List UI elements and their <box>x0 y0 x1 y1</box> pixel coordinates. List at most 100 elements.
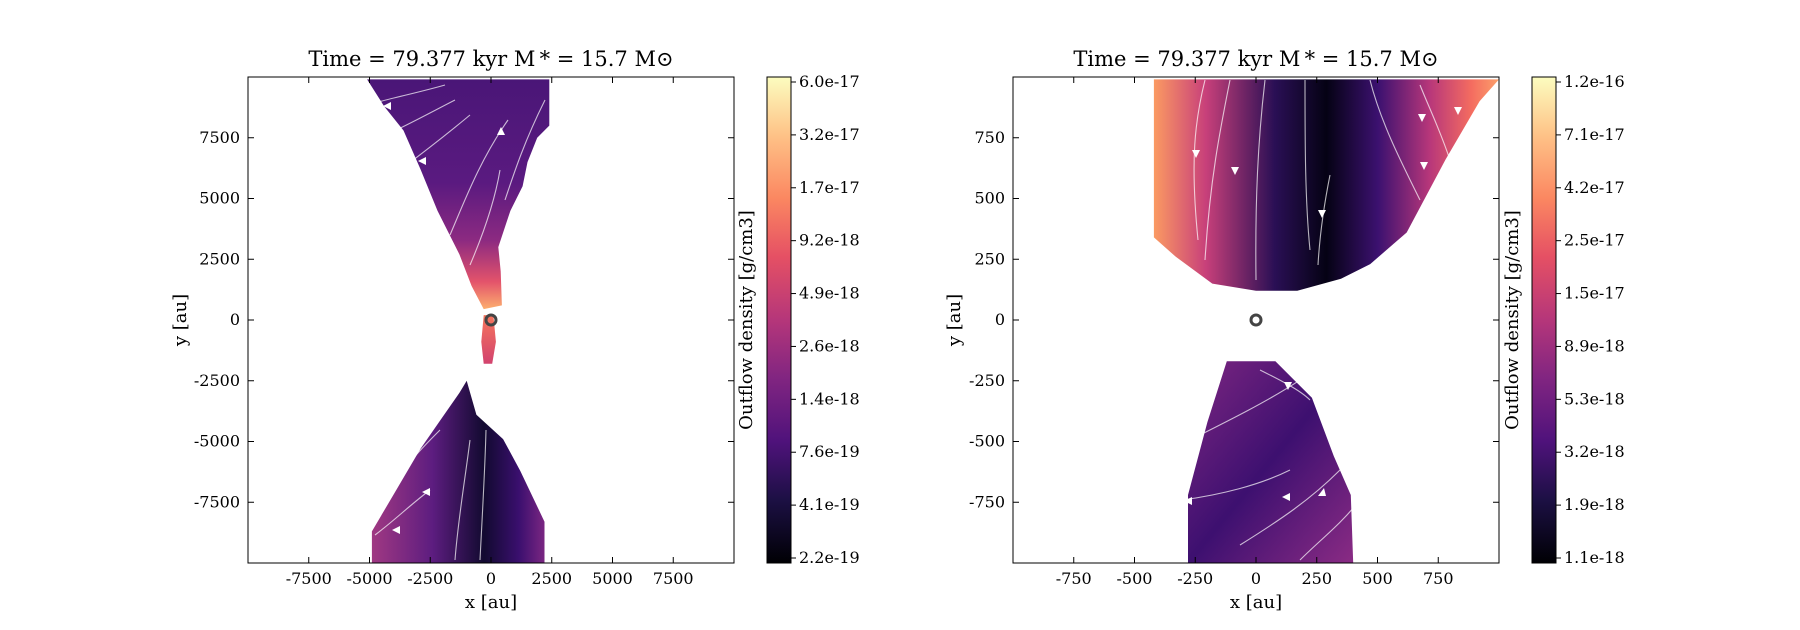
left-x-ticks: -7500 -5000 -2500 0 2500 5000 7500 <box>286 77 694 588</box>
colorbar-tick-label: 4.1e-19 <box>799 495 860 514</box>
left-y-ticks: -7500 -5000 -2500 0 2500 5000 7500 <box>194 128 734 511</box>
arrow-icon <box>1454 107 1462 115</box>
colorbar-tick-label: 3.2e-18 <box>1564 442 1625 461</box>
x-tick-label: 0 <box>1251 569 1261 588</box>
x-tick-label: 7500 <box>653 569 694 588</box>
right-x-axis-label: x [au] <box>1230 592 1282 613</box>
right-panel: Time = 79.377 kyr M * = 15.7 M⊙ <box>944 47 1625 613</box>
x-tick-label: 2500 <box>531 569 572 588</box>
colorbar-tick-label: 2.6e-18 <box>799 336 860 355</box>
x-tick-label: 750 <box>1423 569 1454 588</box>
colorbar-tick-label: 1.2e-16 <box>1564 72 1625 91</box>
streamline <box>1369 79 1421 201</box>
left-colorbar <box>767 77 791 563</box>
streamline <box>1204 79 1231 261</box>
right-y-axis-label: y [au] <box>944 294 965 347</box>
x-tick-label: 250 <box>1301 569 1332 588</box>
left-core-outflow-lobe <box>481 315 496 364</box>
y-tick-label: 2500 <box>199 249 240 268</box>
colorbar-tick-label: 2.5e-17 <box>1564 231 1625 250</box>
x-tick-label: -500 <box>1117 569 1153 588</box>
colorbar-tick-label: 9.2e-18 <box>799 231 860 250</box>
arrow-icon <box>392 526 400 534</box>
streamline <box>1181 469 1291 501</box>
y-tick-label: 250 <box>974 249 1005 268</box>
right-colorbar <box>1532 77 1556 563</box>
streamline <box>399 114 471 171</box>
colorbar-tick-label: 3.2e-17 <box>799 125 860 144</box>
arrow-icon <box>497 127 505 135</box>
arrow-icon <box>422 488 430 496</box>
y-tick-label: 500 <box>974 189 1005 208</box>
colorbar-tick-label: 4.9e-18 <box>799 284 860 303</box>
colorbar-tick-label: 7.6e-19 <box>799 442 860 461</box>
streamline <box>359 84 446 109</box>
right-lower-outflow-lobe <box>1188 361 1354 563</box>
arrow-icon <box>418 157 426 165</box>
y-tick-label: -2500 <box>194 371 240 390</box>
y-tick-label: -250 <box>969 371 1005 390</box>
y-tick-label: -500 <box>969 432 1005 451</box>
arrow-icon <box>1418 114 1426 122</box>
colorbar-tick-label: 4.2e-17 <box>1564 178 1625 197</box>
arrow-icon <box>1192 150 1200 158</box>
x-tick-label: -7500 <box>286 569 332 588</box>
y-tick-label: -750 <box>969 492 1005 511</box>
streamline <box>1299 499 1361 561</box>
x-tick-label: -750 <box>1056 569 1092 588</box>
colorbar-tick-label: 6.0e-17 <box>799 72 860 91</box>
left-colorbar-label: Outflow density [g/cm3] <box>736 210 757 430</box>
colorbar-tick-label: 2.2e-19 <box>799 548 860 567</box>
right-upper-outflow-lobe <box>1153 79 1499 291</box>
y-tick-label: -5000 <box>194 432 240 451</box>
x-tick-label: -2500 <box>407 569 453 588</box>
colorbar-tick-label: 1.5e-17 <box>1564 284 1625 303</box>
y-tick-label: 5000 <box>199 189 240 208</box>
arrow-icon <box>1318 210 1326 218</box>
left-colorbar-frame <box>766 76 792 564</box>
y-tick-label: -7500 <box>194 492 240 511</box>
x-tick-label: 500 <box>1362 569 1393 588</box>
right-y-ticks: -750 -500 -250 0 250 500 750 <box>969 128 1499 511</box>
arrow-icon <box>1420 162 1428 170</box>
right-x-ticks: -750 -500 -250 0 250 500 750 <box>1056 77 1454 588</box>
streamline <box>479 429 487 561</box>
left-panel-title: Time = 79.377 kyr M * = 15.7 M⊙ <box>308 47 673 71</box>
streamline <box>454 439 471 561</box>
left-streamline-arrows <box>381 102 505 534</box>
x-tick-label: 5000 <box>592 569 633 588</box>
x-tick-label: -5000 <box>346 569 392 588</box>
right-colorbar-frame <box>1531 76 1557 564</box>
arrow-icon <box>1318 488 1326 496</box>
star-marker <box>1249 313 1263 327</box>
colorbar-tick-label: 5.3e-18 <box>1564 389 1625 408</box>
left-y-axis-label: y [au] <box>170 294 191 347</box>
right-colorbar-ticks: 1.2e-16 7.1e-17 4.2e-17 2.5e-17 1.5e-17 8.9e-… <box>1556 72 1625 567</box>
x-tick-label: -250 <box>1177 569 1213 588</box>
x-tick-label: 0 <box>486 569 496 588</box>
streamline <box>1419 84 1451 161</box>
colorbar-tick-label: 7.1e-17 <box>1564 125 1625 144</box>
streamline <box>1239 469 1341 546</box>
y-tick-label: 7500 <box>199 128 240 147</box>
y-tick-label: 0 <box>230 310 240 329</box>
arrow-icon <box>1231 167 1239 175</box>
colorbar-tick-label: 8.9e-18 <box>1564 336 1625 355</box>
right-panel-title: Time = 79.377 kyr M * = 15.7 M⊙ <box>1073 47 1438 71</box>
streamline <box>504 99 546 201</box>
left-x-axis-label: x [au] <box>465 592 517 613</box>
streamline <box>1193 79 1206 241</box>
streamline <box>1304 79 1311 251</box>
left-lower-outflow-lobe <box>371 380 545 563</box>
streamline <box>371 99 456 141</box>
colorbar-tick-label: 1.1e-18 <box>1564 548 1625 567</box>
left-colorbar-ticks: 6.0e-17 3.2e-17 1.7e-17 9.2e-18 4.9e-18 2.6e-… <box>791 72 860 567</box>
right-colorbar-label: Outflow density [g/cm3] <box>1502 210 1523 430</box>
colorbar-tick-label: 1.9e-18 <box>1564 495 1625 514</box>
star-marker <box>484 313 498 327</box>
colorbar-tick-label: 1.4e-18 <box>799 389 860 408</box>
y-tick-label: 750 <box>974 128 1005 147</box>
arrow-icon <box>381 135 389 143</box>
streamline <box>469 169 501 266</box>
